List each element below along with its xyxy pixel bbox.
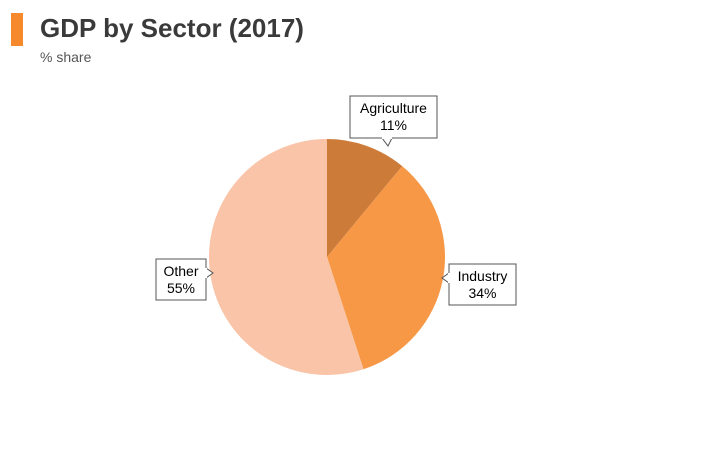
slice-label: Industry	[458, 268, 508, 284]
callout-pointer	[381, 137, 393, 147]
chart-title: GDP by Sector (2017)	[40, 13, 304, 43]
slice-label: Other	[163, 263, 198, 279]
title-accent-bar	[11, 13, 23, 46]
callout-box	[155, 258, 207, 301]
slice-value-label: 11%	[380, 117, 407, 133]
pie-slice-industry	[327, 166, 446, 370]
pie-slice-other	[208, 139, 364, 376]
slice-label: Agriculture	[360, 100, 427, 116]
chart-subtitle: % share	[40, 49, 92, 65]
slice-value-label: 55%	[167, 280, 195, 296]
callout-box	[448, 263, 517, 306]
slice-value-label: 34%	[468, 285, 496, 301]
callout-box	[349, 95, 438, 139]
pie-slices	[208, 139, 446, 376]
pie-slice-agriculture	[327, 139, 403, 257]
